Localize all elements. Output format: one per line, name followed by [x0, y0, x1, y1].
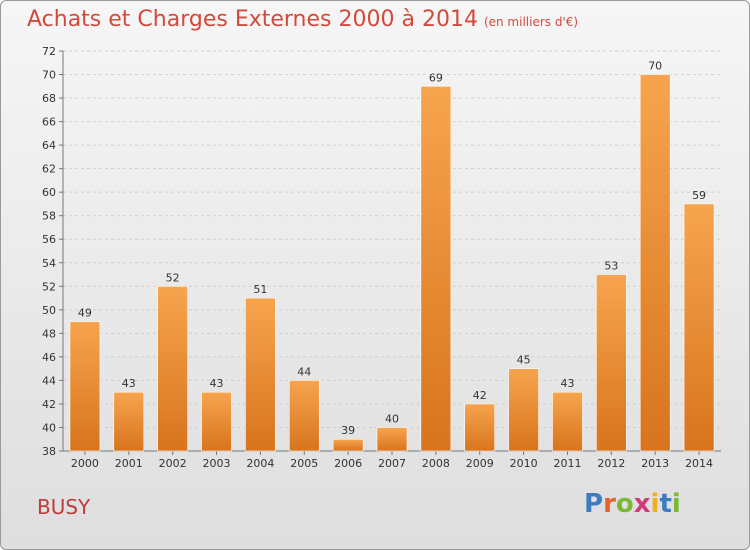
chart-title: Achats et Charges Externes 2000 à 2014 (e… [27, 7, 578, 32]
chart-unit: (en milliers d'€) [483, 15, 579, 29]
y-tick-label: 38 [42, 445, 56, 458]
x-tick-label-2014: 2014 [685, 457, 713, 470]
logo-letter: P [584, 489, 604, 519]
logo-letter: t [659, 489, 672, 519]
bar-2001 [113, 391, 145, 452]
y-tick-label: 48 [42, 327, 56, 340]
x-tick-label-2002: 2002 [159, 457, 187, 470]
y-tick-label: 52 [42, 280, 56, 293]
x-tick-label-2001: 2001 [115, 457, 143, 470]
bar-2000 [69, 321, 101, 452]
bar-2005 [288, 380, 320, 452]
value-label-2000: 49 [78, 307, 92, 320]
y-tick-label: 46 [42, 351, 56, 364]
value-label-2011: 43 [560, 377, 574, 390]
x-tick-label-2000: 2000 [71, 457, 99, 470]
bar-2010 [508, 368, 539, 452]
y-tick-label: 66 [42, 116, 56, 129]
value-label-2008: 69 [429, 71, 443, 84]
y-tick-label: 72 [42, 45, 56, 58]
x-tick-label-2006: 2006 [334, 457, 362, 470]
bar-2009 [464, 403, 496, 452]
x-tick-label-2005: 2005 [290, 457, 318, 470]
value-label-2004: 51 [253, 283, 267, 296]
label-layer: 49 43 52 43 51 44 39 40 69 42 45 43 53 70 59 [78, 60, 706, 438]
bar-2012 [596, 274, 627, 452]
value-label-2002: 52 [166, 271, 180, 284]
y-tick-label: 50 [42, 304, 56, 317]
bar-2008 [420, 85, 452, 452]
x-tick-label-2010: 2010 [510, 457, 538, 470]
value-label-2003: 43 [210, 377, 224, 390]
bar-2002 [157, 285, 188, 452]
x-tick-label-2007: 2007 [378, 457, 406, 470]
x-tick-label-2008: 2008 [422, 457, 450, 470]
bar-layer [69, 74, 715, 452]
bar-2004 [245, 297, 276, 452]
x-tick-label-2011: 2011 [553, 457, 581, 470]
y-tick-label: 60 [42, 186, 56, 199]
logo-letter: o [615, 489, 634, 519]
y-tick-label: 44 [42, 374, 56, 387]
proxiti-logo: Proxiti [584, 489, 681, 519]
bar-2011 [552, 391, 583, 452]
y-tick-label: 54 [42, 257, 56, 270]
value-label-2006: 39 [341, 424, 355, 437]
y-tick-label: 70 [42, 69, 56, 82]
x-tick-label-2003: 2003 [203, 457, 231, 470]
bar-2006 [332, 438, 364, 452]
x-tick-label-2012: 2012 [597, 457, 625, 470]
x-tick-label-2009: 2009 [466, 457, 494, 470]
y-tick-label: 68 [42, 92, 56, 105]
logo-letter: r [603, 489, 616, 519]
value-label-2014: 59 [692, 189, 706, 202]
value-label-2012: 53 [604, 260, 618, 273]
y-tick-label: 40 [42, 421, 56, 434]
y-tick-label: 42 [42, 398, 56, 411]
value-label-2013: 70 [648, 60, 662, 73]
bar-2013 [639, 74, 671, 452]
logo-letter: x [633, 489, 651, 519]
value-label-2009: 42 [473, 389, 487, 402]
y-tick-label: 62 [42, 163, 56, 176]
x-tick-label-2004: 2004 [246, 457, 274, 470]
y-tick-label: 58 [42, 210, 56, 223]
value-label-2010: 45 [517, 354, 531, 367]
x-tick-label-2013: 2013 [641, 457, 669, 470]
axis-layer: 38 40 42 44 46 48 50 52 54 56 58 60 62 64 66 68 70 72 2000… [42, 45, 721, 470]
value-label-2001: 43 [122, 377, 136, 390]
chart-title-text: Achats et Charges Externes 2000 à 2014 [27, 7, 478, 32]
y-tick-label: 64 [42, 139, 56, 152]
bar-2014 [683, 203, 715, 452]
logo-letter: i [650, 489, 660, 519]
logo-letter: i [671, 489, 681, 519]
value-label-2005: 44 [297, 365, 311, 378]
city-name: BUSY [37, 495, 91, 519]
bar-2007 [376, 427, 408, 452]
y-tick-label: 56 [42, 233, 56, 246]
value-label-2007: 40 [385, 412, 399, 425]
bar-2003 [201, 391, 232, 452]
